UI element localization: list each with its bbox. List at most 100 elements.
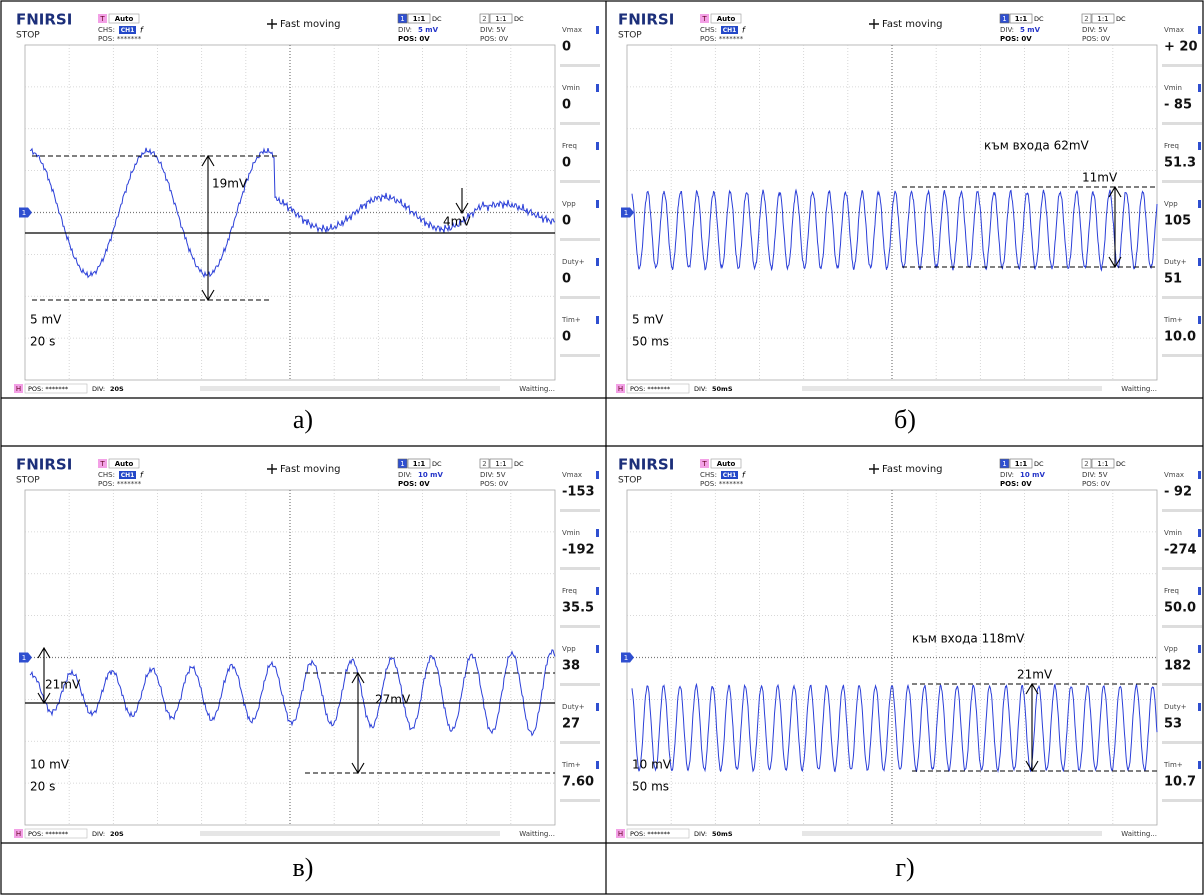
- caption: г): [895, 853, 914, 882]
- measure-flag: [1198, 761, 1201, 769]
- measure-separator: [560, 296, 600, 299]
- measure-flag: [596, 587, 599, 595]
- channel-number: 1: [1002, 15, 1006, 23]
- channel-marker-label: 1: [624, 209, 628, 217]
- measure-label: Duty+: [562, 258, 585, 266]
- figure: а)FNIRSISTOPTAutoCHS:CH1fPOS: *******Fas…: [0, 0, 1204, 895]
- coupling: DC: [514, 460, 524, 468]
- ch1-pos: POS: 0V: [1000, 35, 1032, 43]
- annotation: 11mV: [1082, 171, 1118, 185]
- measure-separator: [1162, 567, 1202, 570]
- trigger-mode: Auto: [115, 15, 134, 23]
- footer-h: H: [16, 830, 21, 838]
- run-state: STOP: [16, 31, 40, 41]
- volt-scale: 5 mV: [30, 313, 62, 327]
- mode-label: Fast moving: [882, 464, 943, 475]
- footer-bar: [802, 831, 1102, 836]
- footer-div-label: DIV:: [694, 830, 707, 838]
- measure-flag: [1198, 258, 1201, 266]
- footer-div-label: DIV:: [694, 385, 707, 393]
- ch1-pos: POS: 0V: [398, 35, 430, 43]
- ch1-div-label: DIV:: [398, 471, 412, 479]
- measure-value: 0: [562, 330, 571, 345]
- measure-label: Freq: [562, 587, 577, 595]
- chs-label: CHS:: [700, 26, 717, 34]
- measure-value: 27: [562, 717, 580, 732]
- probe-ratio: 1:1: [495, 460, 506, 468]
- measure-value: 182: [1164, 659, 1191, 674]
- measure-flag: [596, 258, 599, 266]
- volt-scale: 10 mV: [632, 758, 672, 772]
- footer-pos: POS: *******: [28, 385, 69, 393]
- measure-label: Freq: [1164, 142, 1179, 150]
- scope-screen: FNIRSISTOPTAutoCHS:CH1fPOS: *******Fast …: [612, 8, 1202, 396]
- status: Waitting...: [1121, 830, 1157, 838]
- annotation: към входа 118mV: [912, 632, 1025, 646]
- measure-value: 0: [562, 156, 571, 171]
- ch1-pos: POS: 0V: [398, 480, 430, 488]
- measure-label: Vmin: [562, 529, 580, 537]
- measure-flag: [1198, 26, 1201, 34]
- measure-label: Vpp: [1164, 200, 1178, 208]
- trigger-mode: Auto: [115, 460, 134, 468]
- measure-separator: [560, 122, 600, 125]
- measure-flag: [1198, 529, 1201, 537]
- measure-separator: [560, 354, 600, 357]
- ch2-pos: POS: 0V: [1082, 35, 1110, 43]
- measure-separator: [1162, 625, 1202, 628]
- volt-scale: 10 mV: [30, 758, 70, 772]
- chs-channel: CH1: [121, 27, 135, 34]
- measure-flag: [596, 761, 599, 769]
- ch1-div: 5 mV: [1020, 26, 1041, 34]
- ch2-div: DIV: 5V: [480, 26, 506, 34]
- measure-flag: [1198, 703, 1201, 711]
- measure-separator: [560, 567, 600, 570]
- channel-number: 1: [1002, 460, 1006, 468]
- measure-label: Vpp: [1164, 645, 1178, 653]
- measure-value: 51.3: [1164, 156, 1196, 171]
- trigger-pos: POS: *******: [700, 480, 744, 488]
- footer-h: H: [618, 385, 623, 393]
- measure-value: 105: [1164, 214, 1191, 229]
- mode-label: Fast moving: [882, 19, 943, 30]
- measure-value: 7.60: [562, 775, 594, 790]
- channel-number: 2: [1084, 15, 1088, 23]
- measure-value: 50.0: [1164, 601, 1196, 616]
- footer-pos: POS: *******: [630, 830, 671, 838]
- footer-div: 20S: [110, 385, 124, 393]
- measure-label: Duty+: [1164, 258, 1187, 266]
- measure-value: -274: [1164, 543, 1197, 558]
- measure-value: 0: [562, 98, 571, 113]
- footer-pos: POS: *******: [28, 830, 69, 838]
- measure-separator: [1162, 180, 1202, 183]
- channel-number: 2: [482, 15, 486, 23]
- measure-label: Vpp: [562, 645, 576, 653]
- probe-ratio: 1:1: [495, 15, 506, 23]
- measure-label: Vpp: [562, 200, 576, 208]
- footer-h: H: [16, 385, 21, 393]
- coupling: DC: [1116, 460, 1126, 468]
- ch2-div: DIV: 5V: [1082, 26, 1108, 34]
- brand-logo: FNIRSI: [618, 456, 674, 474]
- measure-value: 51: [1164, 272, 1182, 287]
- trigger-pos: POS: *******: [98, 480, 142, 488]
- scope-screen: FNIRSISTOPTAutoCHS:CH1fPOS: *******Fast …: [612, 453, 1202, 841]
- measure-flag: [596, 84, 599, 92]
- ch1-div: 10 mV: [1020, 471, 1045, 479]
- measure-value: 0: [562, 40, 571, 55]
- trigger-mode: Auto: [717, 15, 736, 23]
- ch1-div: 5 mV: [418, 26, 439, 34]
- caption: а): [293, 405, 313, 434]
- measure-flag: [596, 26, 599, 34]
- measure-flag: [596, 471, 599, 479]
- channel-number: 2: [482, 460, 486, 468]
- measure-separator: [1162, 122, 1202, 125]
- measure-flag: [1198, 587, 1201, 595]
- probe-ratio: 1:1: [1097, 15, 1108, 23]
- footer-h: H: [618, 830, 623, 838]
- measure-separator: [560, 180, 600, 183]
- measure-flag: [596, 316, 599, 324]
- measure-value: -153: [562, 485, 595, 500]
- annotation: 19mV: [212, 177, 248, 191]
- footer-pos: POS: *******: [630, 385, 671, 393]
